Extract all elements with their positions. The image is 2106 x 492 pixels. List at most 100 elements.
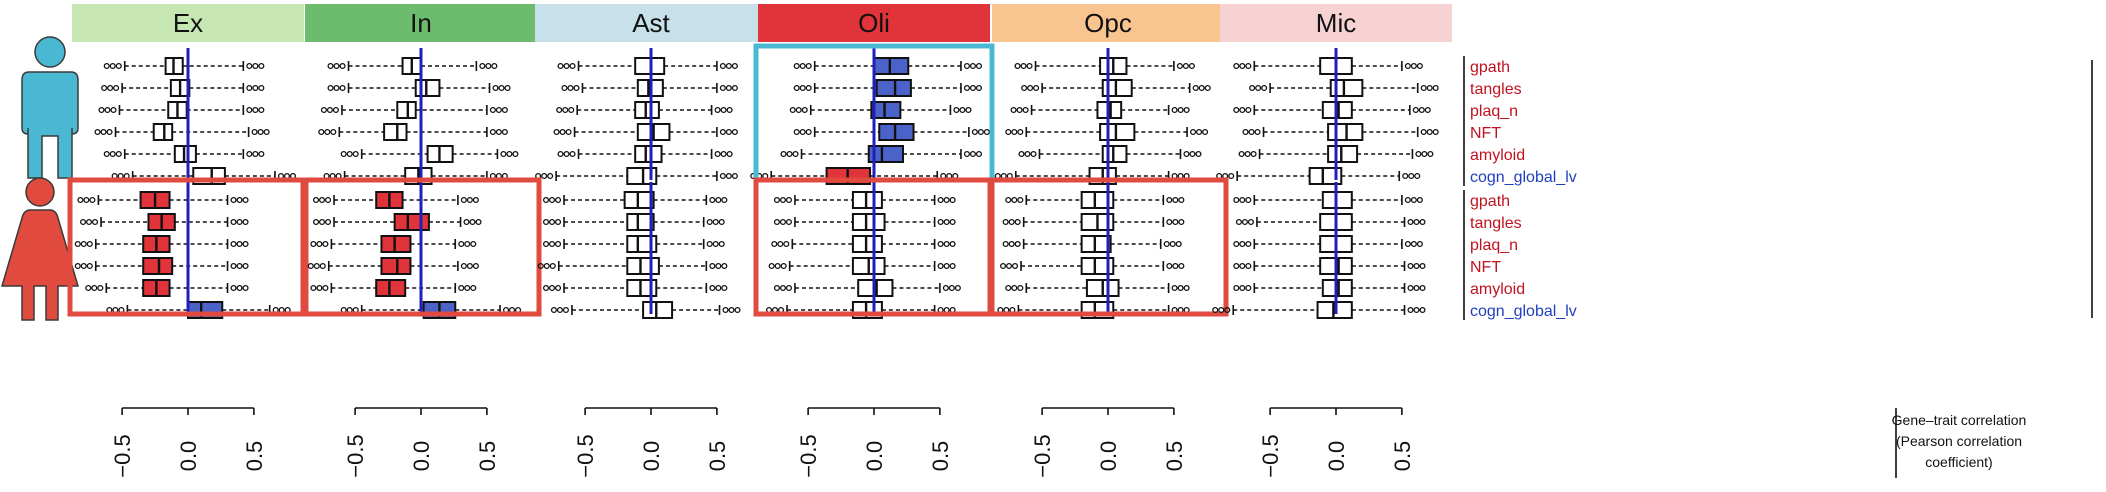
outlier-low-tangles — [1249, 84, 1256, 92]
outlier-high-tangles — [1432, 84, 1439, 92]
tick-label: −0.5 — [1030, 434, 1055, 477]
box-tangles — [1101, 79, 1133, 97]
outlier-low-tangles — [318, 218, 326, 226]
outlier-high-cogn_global_lv — [728, 306, 735, 314]
outlier-low-amyloid — [1030, 150, 1037, 158]
outlier-high-gpath — [1404, 62, 1411, 70]
outlier-high-gpath — [1410, 196, 1417, 204]
outlier-high-gpath — [1188, 62, 1195, 70]
outlier-high-amyloid — [464, 284, 471, 292]
outlier-low-tangles — [1027, 84, 1034, 92]
outlier-high-gpath — [1172, 196, 1179, 204]
outlier-low-amyloid — [1244, 150, 1251, 158]
outlier-high-NFT — [1426, 128, 1433, 136]
outlier-high-tangles — [1419, 218, 1426, 226]
outlier-high-amyloid — [721, 284, 728, 292]
outlier-high-plaq_n — [1163, 240, 1170, 248]
header-mic — [1220, 4, 1452, 42]
x-axis-oli: −0.5 0.0 0.5 — [796, 407, 953, 478]
outlier-high-amyloid — [458, 284, 465, 292]
outlier-high-amyloid — [252, 150, 259, 158]
outlier-low-NFT — [74, 262, 81, 270]
outlier-low-tangles — [542, 218, 550, 226]
x-axis-ex: −0.5 0.0 0.5 — [110, 407, 267, 478]
outlier-low-plaq_n — [316, 240, 323, 248]
outlier-high-amyloid — [1177, 284, 1184, 292]
box-plaq_n — [1080, 235, 1112, 253]
outlier-high-amyloid — [1189, 150, 1196, 158]
right-bracket — [1895, 60, 2093, 478]
outlier-high-gpath — [236, 196, 243, 204]
outlier-high-amyloid — [715, 284, 722, 292]
outlier-high-tangles — [1407, 218, 1414, 226]
male-icon — [21, 36, 79, 179]
outlier-low-plaq_n — [801, 106, 808, 114]
outlier-low-amyloid — [109, 150, 116, 158]
outlier-high-tangles — [1166, 218, 1173, 226]
outlier-high-cogn_global_lv — [719, 172, 726, 180]
outlier-high-NFT — [1432, 128, 1439, 136]
outlier-high-tangles — [1420, 84, 1427, 92]
panel-female-opc — [987, 177, 1229, 319]
outlier-high-NFT — [1178, 262, 1185, 270]
box-cogn_global_lv — [626, 167, 658, 185]
outlier-low-cogn_global_lv — [1228, 172, 1235, 180]
outlier-low-amyloid — [115, 150, 122, 158]
outlier-low-amyloid — [548, 284, 556, 292]
outlier-high-tangles — [469, 218, 476, 226]
box-amyloid — [375, 279, 407, 297]
outlier-high-plaq_n — [726, 106, 733, 114]
outlier-high-NFT — [937, 262, 944, 270]
outlier-high-tangles — [1192, 84, 1199, 92]
outlier-high-tangles — [718, 218, 725, 226]
outlier-low-plaq_n — [1008, 240, 1015, 248]
outlier-low-tangles — [785, 218, 792, 226]
outlier-high-NFT — [731, 128, 738, 136]
outlier-low-tangles — [773, 218, 780, 226]
outlier-high-tangles — [504, 84, 511, 92]
outlier-high-NFT — [242, 262, 249, 270]
outlier-high-amyloid — [246, 150, 253, 158]
outlier-high-plaq_n — [1410, 240, 1417, 248]
outlier-low-amyloid — [779, 284, 786, 292]
outlier-low-amyloid — [346, 150, 353, 158]
box-gpath — [623, 191, 655, 209]
outlier-high-plaq_n — [943, 240, 950, 248]
outlier-high-plaq_n — [489, 106, 496, 114]
outlier-high-tangles — [963, 84, 971, 92]
outlier-low-plaq_n — [1239, 240, 1246, 248]
outlier-high-amyloid — [230, 284, 237, 292]
outlier-low-NFT — [100, 128, 107, 136]
outlier-low-NFT — [307, 262, 314, 270]
outlier-high-tangles — [731, 84, 738, 92]
outlier-high-NFT — [1420, 128, 1427, 136]
outlier-low-amyloid — [557, 150, 564, 158]
header-label-oli: Oli — [858, 8, 890, 38]
highlight-frame — [67, 177, 309, 317]
outlier-low-amyloid — [1250, 150, 1257, 158]
outlier-low-tangles — [567, 84, 574, 92]
box-gpath — [851, 191, 883, 209]
outlier-low-NFT — [1239, 262, 1246, 270]
outlier-low-NFT — [324, 128, 331, 136]
tick-label: 0.0 — [639, 441, 664, 472]
outlier-high-NFT — [1166, 262, 1173, 270]
box-amyloid — [1327, 145, 1359, 163]
outlier-low-tangles — [327, 84, 334, 92]
outlier-high-plaq_n — [718, 240, 725, 248]
outlier-low-gpath — [773, 196, 780, 204]
outlier-low-amyloid — [786, 150, 793, 158]
outlier-high-tangles — [1198, 84, 1205, 92]
outlier-low-plaq_n — [310, 240, 317, 248]
panel-male-ex — [94, 48, 297, 185]
outlier-high-amyloid — [1195, 150, 1202, 158]
outlier-low-NFT — [1011, 128, 1018, 136]
outlier-low-NFT — [318, 128, 325, 136]
trait-label-gpath: gpath — [1470, 59, 1510, 76]
outlier-high-NFT — [721, 262, 728, 270]
outlier-low-amyloid — [1238, 150, 1245, 158]
outlier-low-NFT — [553, 128, 560, 136]
outlier-low-NFT — [537, 262, 544, 270]
outlier-low-NFT — [793, 128, 800, 136]
